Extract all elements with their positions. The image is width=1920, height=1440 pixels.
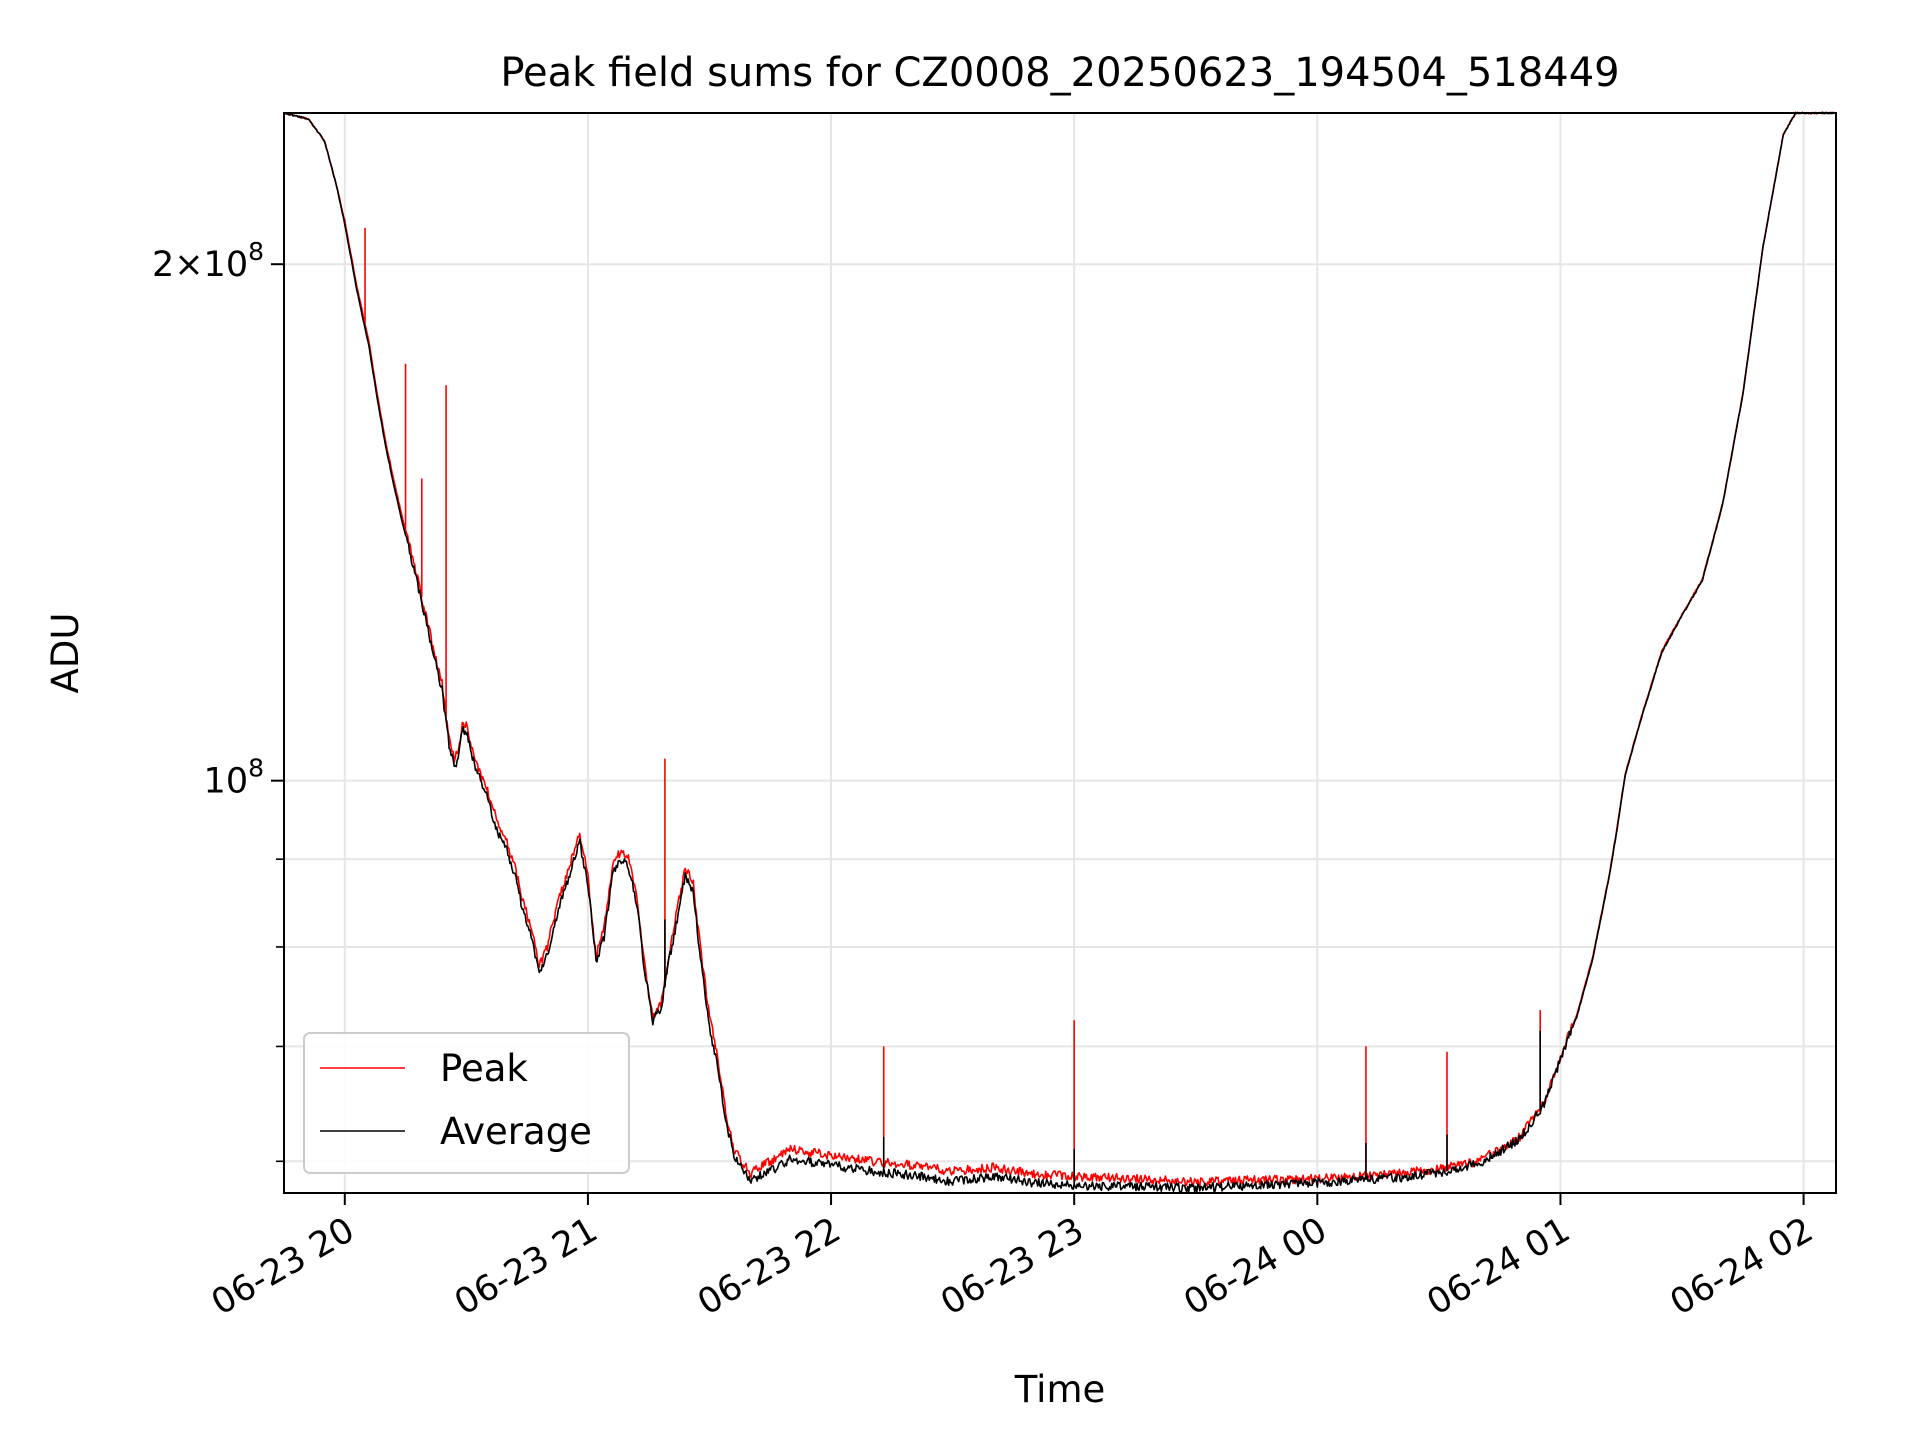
legend-label-average: Average <box>440 1110 592 1153</box>
legend: Peak Average <box>303 1032 630 1174</box>
y-tick-label: 2×108 <box>152 237 264 285</box>
y-tick-exponent: 8 <box>248 237 264 266</box>
grid <box>284 113 1836 1193</box>
chart-title: Peak field sums for CZ0008_20250623_1945… <box>500 50 1619 96</box>
x-axis-label: Time <box>1014 1368 1106 1411</box>
series-average-line <box>283 111 1837 1193</box>
plot-frame <box>283 112 1837 1194</box>
y-axis-label: ADU <box>44 613 87 694</box>
series-layer <box>283 111 1837 1193</box>
legend-label-peak: Peak <box>440 1047 528 1090</box>
y-tick-exponent: 8 <box>248 754 264 783</box>
